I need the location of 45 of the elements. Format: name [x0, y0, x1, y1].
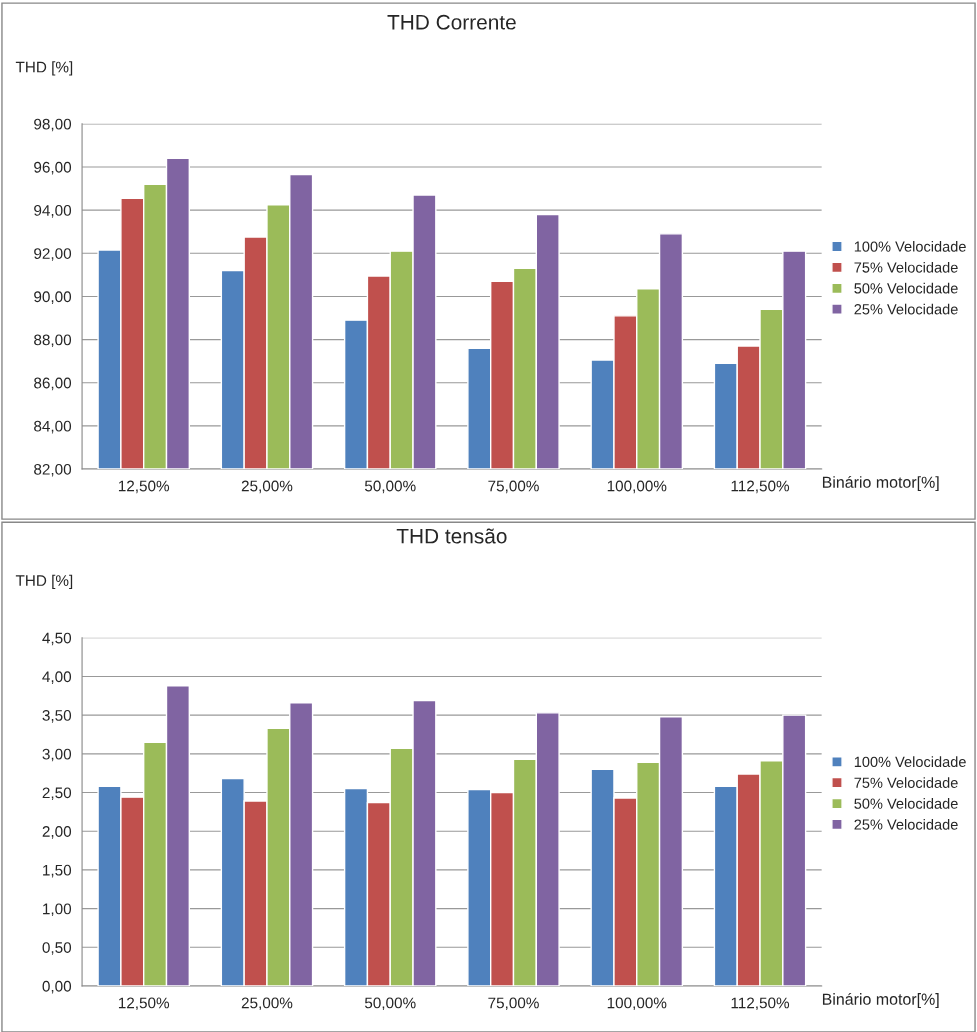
x-tick-label: 50,00%: [364, 480, 416, 494]
legend-label: 25% Velocidade: [854, 303, 958, 315]
x-axis-title: Binário motor[%]: [822, 992, 939, 1009]
y-axis-title: THD [%]: [15, 574, 73, 590]
y-tick-label: 3,50: [42, 710, 72, 723]
y-tick-label: 84,00: [34, 420, 72, 434]
legend-label: 100% Velocidade: [854, 241, 966, 252]
legend-label: 75% Velocidade: [854, 777, 958, 788]
y-tick-label: 96,00: [34, 161, 72, 175]
legend-label: 75% Velocidade: [854, 261, 958, 273]
legend-label: 25% Velocidade: [854, 819, 958, 830]
legend-label: 100% Velocidade: [854, 756, 966, 768]
x-tick-label: 12,50%: [118, 480, 170, 494]
y-tick-label: 1,00: [43, 903, 72, 917]
x-tick-label: 25,00%: [241, 997, 293, 1011]
y-tick-label: 2,00: [42, 826, 72, 839]
x-axis-title: Binário motor[%]: [822, 475, 939, 492]
y-tick-label: 3,00: [42, 748, 72, 762]
y-tick-label: 0,50: [42, 942, 72, 955]
x-tick-label: 75,00%: [488, 480, 539, 494]
x-tick-label: 50,00%: [364, 997, 416, 1011]
x-tick-label: 12,50%: [118, 997, 170, 1011]
y-tick-label: 94,00: [34, 205, 72, 218]
legend-label: 50% Velocidade: [854, 798, 958, 809]
x-tick-label: 75,00%: [488, 997, 539, 1011]
y-tick-label: 86,00: [34, 377, 72, 391]
y-tick-label: 88,00: [34, 334, 72, 348]
y-tick-label: 98,00: [34, 118, 72, 132]
y-tick-label: 92,00: [34, 248, 72, 261]
y-tick-label: 0,00: [42, 980, 72, 994]
chart-title: THD Corrente: [387, 14, 516, 30]
x-tick-label: 112,50%: [731, 480, 790, 494]
x-tick-label: 25,00%: [241, 480, 293, 494]
y-tick-label: 90,00: [34, 291, 72, 304]
y-tick-label: 2,50: [42, 787, 72, 801]
x-tick-label: 100,00%: [607, 997, 667, 1011]
y-tick-label: 4,00: [42, 671, 72, 684]
chart-title: THD tensão: [396, 528, 507, 544]
x-tick-label: 112,50%: [731, 997, 790, 1011]
y-tick-label: 4,50: [42, 632, 72, 646]
legend-label: 50% Velocidade: [854, 282, 958, 294]
y-tick-label: 82,00: [34, 463, 72, 477]
y-tick-label: 1,50: [43, 864, 72, 878]
x-tick-label: 100,00%: [607, 480, 667, 494]
y-axis-title: THD [%]: [15, 61, 73, 76]
